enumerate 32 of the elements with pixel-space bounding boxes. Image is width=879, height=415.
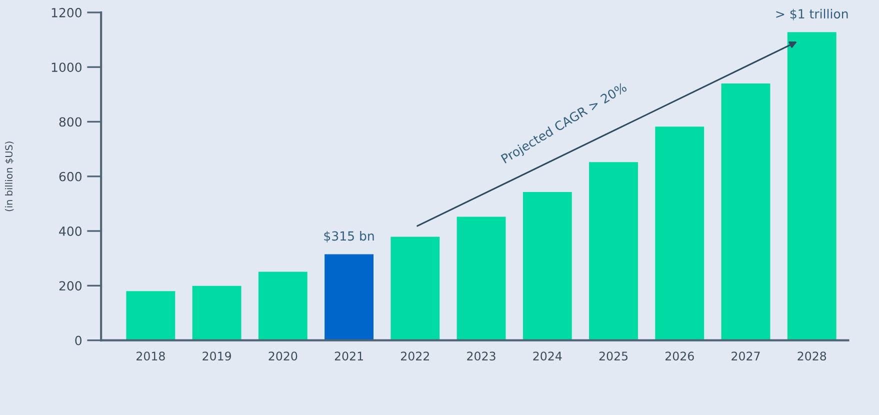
x-tick-label: 2028 [798,352,826,361]
y-tick-label: 600 [59,172,82,182]
bar [390,236,440,340]
x-tick-label: 2027 [732,352,760,361]
y-tick-label: 400 [59,226,82,236]
x-tick-label: 2022 [400,352,429,361]
bar [324,254,374,340]
x-tick-label: 2025 [599,352,628,361]
y-tick-label: 800 [59,117,82,127]
x-tick-label: 2020 [268,352,298,361]
bar [192,286,242,340]
x-tick-label: 2023 [467,352,496,361]
y-tick-label: 0 [75,336,82,346]
annotation: > $1 trillion [776,8,848,20]
y-axis-title: (in billion $US) [5,142,14,212]
bar [787,32,836,340]
y-tick-label: 200 [59,281,82,291]
bar [258,272,308,340]
x-tick-label: 2026 [665,352,694,361]
bar [721,83,770,340]
y-tick-label: 1000 [52,62,82,72]
bar [126,291,176,340]
annotation: $315 bn [324,231,374,242]
x-tick-label: 2024 [533,352,562,361]
y-tick-label: 1200 [52,8,82,18]
bar [589,162,638,340]
bar [456,216,506,340]
x-tick-label: 2018 [136,352,165,361]
bar [655,126,704,340]
x-tick-label: 2021 [334,352,363,361]
bar [522,192,572,340]
x-tick-label: 2019 [202,352,231,361]
